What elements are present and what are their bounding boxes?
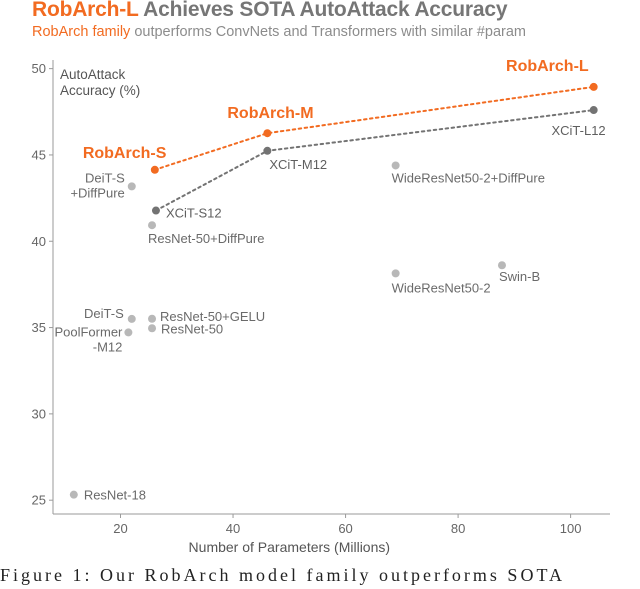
point-label: DeiT-S xyxy=(84,306,124,321)
data-point xyxy=(391,269,400,278)
point-label: ResNet-50+GELU xyxy=(160,309,265,324)
y-axis-label-line2: Accuracy (%) xyxy=(60,83,140,98)
data-point xyxy=(263,146,272,155)
point-label: PoolFormer -M12 xyxy=(54,324,123,354)
data-point xyxy=(150,165,159,174)
x-axis-label: Number of Parameters (Millions) xyxy=(189,539,391,555)
title-rest: Achieves SOTA AutoAttack Accuracy xyxy=(138,0,508,21)
x-tick-label: 40 xyxy=(226,521,240,536)
title-accent: RobArch-L xyxy=(32,0,139,21)
point-label: ResNet-50+DiffPure xyxy=(148,231,264,246)
x-tick-label: 100 xyxy=(560,521,582,536)
y-tick-label: 40 xyxy=(32,234,46,249)
point-label: ResNet-50 xyxy=(161,321,223,336)
data-point xyxy=(589,106,598,115)
x-tick-label: 20 xyxy=(113,521,127,536)
series-line-xcit xyxy=(155,109,595,212)
y-tick-label: 50 xyxy=(32,61,46,76)
chart-title: RobArch-L Achieves SOTA AutoAttack Accur… xyxy=(32,0,508,22)
subtitle-rest: outperforms ConvNets and Transformers wi… xyxy=(130,24,526,40)
point-label: XCiT-S12 xyxy=(166,206,222,221)
series-line-robarch xyxy=(153,85,595,171)
data-point xyxy=(148,324,157,333)
y-axis-label-line1: AutoAttack xyxy=(60,67,126,82)
data-point xyxy=(127,182,136,191)
data-point xyxy=(69,490,78,499)
point-label: RobArch-M xyxy=(227,105,313,122)
data-point xyxy=(589,82,598,91)
point-label: RobArch-S xyxy=(83,145,167,162)
data-point xyxy=(263,129,272,138)
point-label: RobArch-L xyxy=(506,58,589,75)
data-point xyxy=(497,261,506,270)
data-point xyxy=(124,328,133,337)
data-point xyxy=(151,206,160,215)
scatter-chart: 25 30 35 40 45 50 20 40 60 80 100 Number of Paramet… xyxy=(32,58,610,555)
x-tick-label: 60 xyxy=(338,521,352,536)
chart-subtitle: RobArch family outperforms ConvNets and … xyxy=(32,24,526,40)
point-label: Swin-B xyxy=(499,269,540,284)
point-label: ResNet-18 xyxy=(84,488,146,503)
point-label: DeiT-S +DiffPure xyxy=(70,170,125,200)
y-tick-label: 30 xyxy=(32,406,46,421)
data-point xyxy=(148,221,157,230)
figure-caption: Figure 1: Our RobArch model family outpe… xyxy=(0,565,565,585)
y-tick-label: 25 xyxy=(32,493,46,508)
data-point xyxy=(127,314,136,323)
point-label: WideResNet50-2+DiffPure xyxy=(392,170,545,185)
point-label: XCiT-M12 xyxy=(269,157,327,172)
subtitle-accent: RobArch family xyxy=(32,24,131,40)
point-label: WideResNet50-2 xyxy=(392,280,491,295)
y-tick-label: 45 xyxy=(32,147,46,162)
data-point xyxy=(148,314,157,323)
data-point xyxy=(391,161,400,170)
y-tick-label: 35 xyxy=(32,320,46,335)
x-tick-label: 80 xyxy=(451,521,465,536)
point-label: XCiT-L12 xyxy=(551,123,605,138)
